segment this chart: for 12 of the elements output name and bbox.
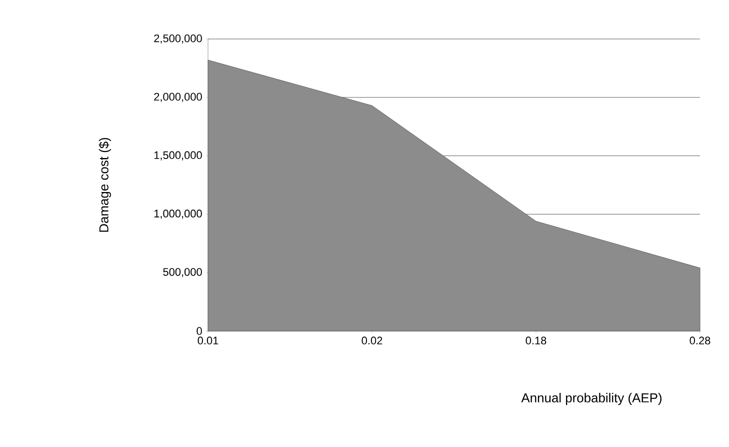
y-tick-label: 500,000 [163,268,202,278]
x-tick-label: 0.28 [690,336,710,344]
x-tick-label: 0.02 [362,336,382,344]
x-tick-label: 0.18 [526,336,546,344]
y-axis-title: Damage cost ($) [98,138,111,232]
x-tick-label: 0.01 [198,336,218,344]
y-tick-label: 2,500,000 [154,34,202,44]
y-tick-label: 1,500,000 [154,151,202,160]
y-tick-label: 2,000,000 [154,92,202,102]
y-tick-label: 1,000,000 [154,210,202,219]
x-axis-title: Annual probability (AEP) [521,392,662,405]
y-tick-label: 0 [196,327,202,335]
